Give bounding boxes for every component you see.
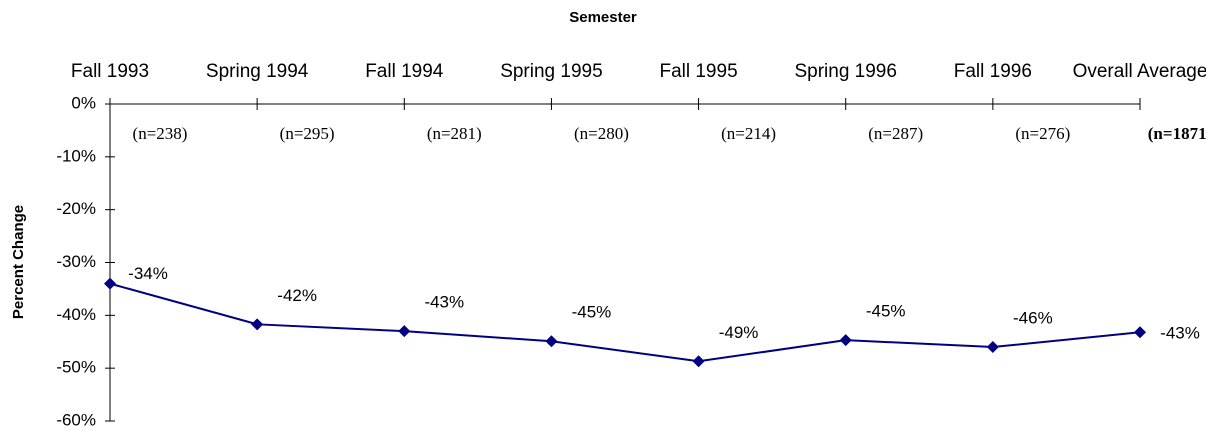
marker xyxy=(104,277,116,290)
y-tick-label: -40% xyxy=(56,305,96,324)
y-tick-label: -50% xyxy=(56,358,96,377)
marker xyxy=(251,318,264,331)
marker xyxy=(1134,326,1146,339)
annotation: (n=238) xyxy=(133,124,188,143)
annotation: (n=214) xyxy=(721,124,776,143)
data-label: -43% xyxy=(1160,324,1200,343)
annotation: (n=281) xyxy=(427,124,482,143)
annotation: (n=287) xyxy=(868,124,923,143)
marker xyxy=(839,334,852,347)
annotation: (n=1871) xyxy=(1148,124,1206,143)
annotation: (n=276) xyxy=(1015,124,1070,143)
x-tick-label: Spring 1994 xyxy=(205,61,309,82)
data-label: -42% xyxy=(277,286,317,305)
data-label: -34% xyxy=(128,264,168,283)
marker xyxy=(692,355,705,368)
data-label: -46% xyxy=(1013,309,1053,328)
y-tick-label: -10% xyxy=(56,146,96,165)
marker xyxy=(398,325,411,338)
x-tick-label: Fall 1994 xyxy=(365,61,444,82)
data-label: -45% xyxy=(572,303,612,322)
y-tick-label: -20% xyxy=(56,199,96,218)
marker xyxy=(545,335,558,348)
y-tick-label: -30% xyxy=(56,252,96,271)
x-tick-label: Overall Average xyxy=(1072,61,1206,82)
line xyxy=(109,282,1141,363)
x-tick-label: Spring 1995 xyxy=(500,61,603,82)
y-tick-label: 0% xyxy=(71,93,96,112)
data-label: -49% xyxy=(719,323,759,342)
chart-title: Semester xyxy=(569,9,637,26)
annotation: (n=295) xyxy=(280,124,335,143)
y-tick-label: -60% xyxy=(56,410,96,429)
data-label: -45% xyxy=(866,302,906,321)
x-tick-label: Fall 1996 xyxy=(953,61,1032,82)
marker xyxy=(986,341,999,354)
x-tick-label: Fall 1995 xyxy=(659,61,738,82)
x-tick-label: Spring 1996 xyxy=(794,61,897,82)
annotation: (n=280) xyxy=(574,124,629,143)
x-tick-label: Fall 1993 xyxy=(70,61,150,82)
y-axis-label: Percent Change xyxy=(10,205,27,319)
data-label: -43% xyxy=(424,293,464,312)
